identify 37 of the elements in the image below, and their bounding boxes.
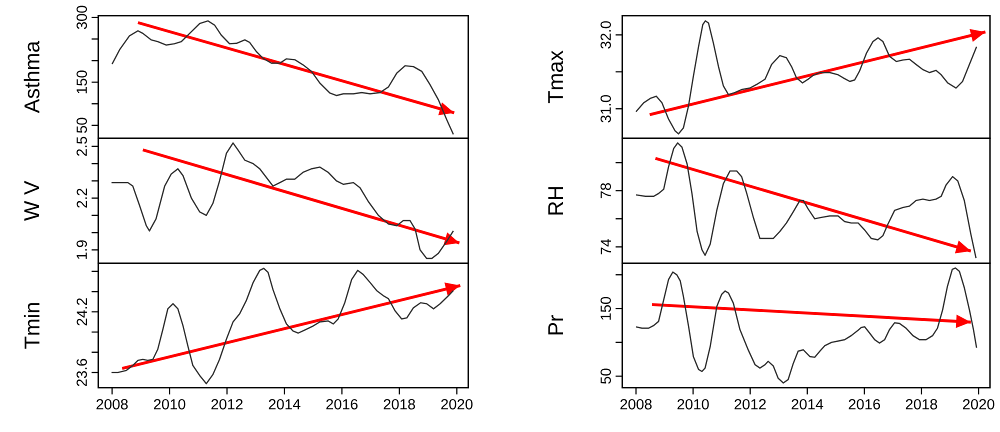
- y-tick-label: 2.5: [76, 136, 87, 156]
- x-tick-label: 2010: [154, 399, 186, 410]
- x-tick-label: 2016: [326, 399, 358, 410]
- y-axis-title: RH: [548, 187, 563, 214]
- x-tick-label: 2018: [906, 399, 938, 410]
- y-tick-label: 50: [600, 368, 611, 384]
- y-tick-label: 150: [76, 70, 87, 94]
- x-tick-label: 2012: [734, 399, 766, 410]
- y-tick-label: 2.2: [76, 188, 87, 208]
- y-tick-label: 150: [600, 296, 611, 320]
- y-tick-label: 24.2: [76, 298, 87, 326]
- x-tick-label: 2010: [678, 399, 709, 410]
- y-axis-title: W V: [24, 180, 39, 221]
- y-axis-title: Tmin: [24, 303, 40, 349]
- x-tick-label: 2020: [441, 399, 473, 410]
- line-series: [635, 267, 978, 384]
- y-tick-label: 78: [600, 183, 611, 198]
- x-tick-label: 2014: [268, 399, 300, 410]
- x-tick-label: 2016: [848, 399, 880, 410]
- y-tick-label: 32.0: [600, 21, 611, 49]
- x-tick-label: 2014: [792, 399, 824, 410]
- x-tick-label: 2018: [384, 399, 416, 410]
- y-axis-title: Tmax: [548, 50, 564, 104]
- y-tick-label: 1.9: [76, 240, 87, 259]
- x-tick-label: 2008: [620, 399, 652, 410]
- x-tick-label: 2012: [211, 399, 243, 410]
- y-tick-label: 31.0: [600, 95, 611, 122]
- line-series: [111, 20, 454, 136]
- line-series: [635, 20, 978, 135]
- x-tick-label: 2008: [96, 399, 128, 410]
- y-tick-label: 74: [600, 239, 611, 254]
- x-tick-label: 2020: [962, 399, 994, 410]
- y-axis-title: Asthma: [24, 40, 40, 114]
- y-tick-label: 300: [76, 6, 87, 30]
- y-axis-title: Pr: [548, 315, 563, 334]
- y-tick-label: 50: [76, 118, 87, 133]
- y-tick-label: 23.6: [76, 358, 87, 386]
